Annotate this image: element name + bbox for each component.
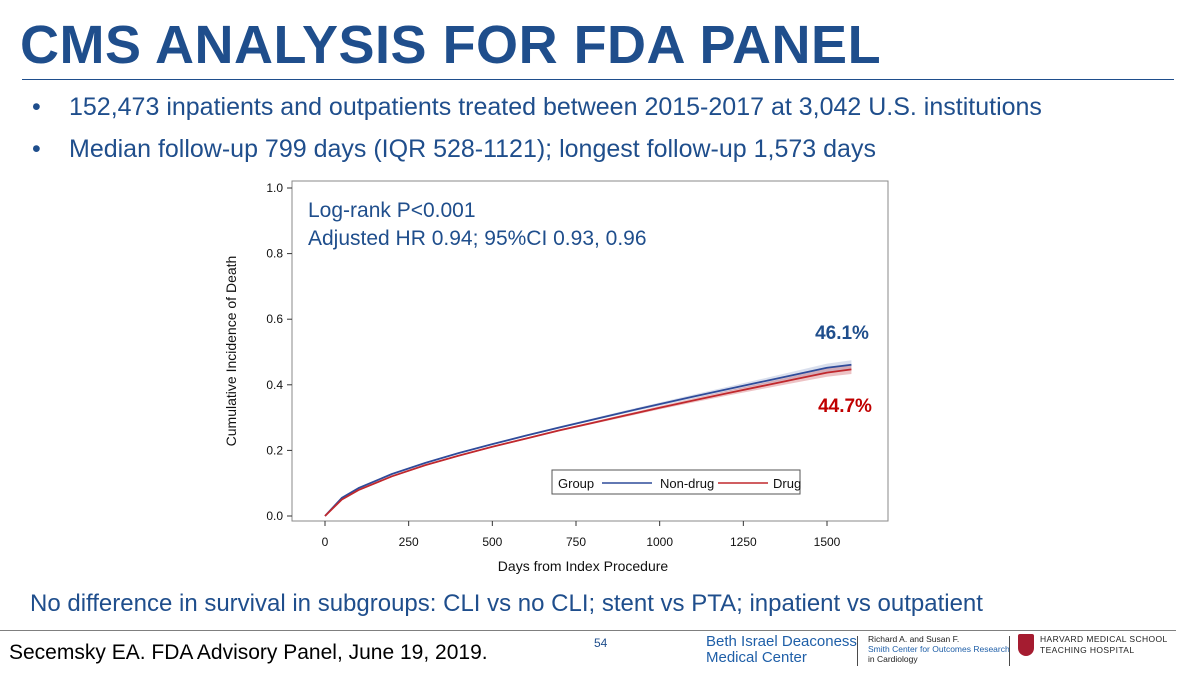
legend: Group Non-drug Drug bbox=[551, 469, 801, 495]
legend-title: Group bbox=[558, 476, 594, 491]
hms-logo-line1: HARVARD MEDICAL SCHOOL bbox=[1040, 634, 1168, 644]
bidmc-logo-line1: Beth Israel Deaconess bbox=[706, 633, 857, 650]
smith-center-logo: Richard A. and Susan F. Smith Center for… bbox=[868, 634, 1010, 664]
annotation-logrank: Log-rank P<0.001 bbox=[308, 199, 476, 222]
footer-divider bbox=[0, 630, 1176, 631]
y-tick-label: 0.6 bbox=[266, 312, 283, 326]
y-tick-label: 0.4 bbox=[266, 378, 283, 392]
bullet-item: • Median follow-up 799 days (IQR 528-1121… bbox=[32, 132, 1042, 174]
smith-logo-line2: Smith Center for Outcomes Research bbox=[868, 644, 1010, 654]
series-line-non-drug bbox=[324, 363, 852, 517]
legend-label-non-drug: Non-drug bbox=[660, 476, 714, 491]
y-axis-label: Cumulative Incidence of Death bbox=[223, 256, 239, 447]
ci-band-non-drug bbox=[325, 360, 852, 516]
smith-logo-line1: Richard A. and Susan F. bbox=[868, 634, 960, 644]
annotation-hazard-ratio: Adjusted HR 0.94; 95%CI 0.93, 0.96 bbox=[308, 227, 647, 250]
hms-logo-line2: TEACHING HOSPITAL bbox=[1040, 645, 1135, 655]
ci-band-drug bbox=[325, 364, 852, 516]
logo-separator bbox=[857, 636, 858, 666]
harvard-logo: HARVARD MEDICAL SCHOOL TEACHING HOSPITAL bbox=[1018, 634, 1168, 656]
y-tick-label: 0.0 bbox=[266, 509, 283, 523]
harvard-shield-icon bbox=[1018, 634, 1034, 656]
x-tick-label: 1000 bbox=[646, 535, 673, 549]
page-number: 54 bbox=[594, 636, 608, 650]
x-tick-label: 750 bbox=[566, 535, 586, 549]
plot-frame bbox=[291, 180, 889, 522]
slide-title: CMS ANALYSIS FOR FDA PANEL bbox=[20, 15, 882, 75]
bullet-list: • 152,473 inpatients and outpatients trea… bbox=[32, 90, 1042, 174]
y-tick-label: 1.0 bbox=[266, 181, 283, 195]
series-line-drug bbox=[324, 368, 852, 517]
bullet-item: • 152,473 inpatients and outpatients trea… bbox=[32, 90, 1042, 132]
y-tick-label: 0.2 bbox=[266, 443, 283, 457]
subgroup-note: No difference in survival in subgroups: … bbox=[30, 590, 983, 617]
legend-label-drug: Drug bbox=[773, 476, 801, 491]
citation: Secemsky EA. FDA Advisory Panel, June 19… bbox=[9, 641, 488, 664]
cumulative-incidence-chart: 0.0 0.2 0.4 0.6 0.8 1.0 0 250 500 750 1000 1250 1500… bbox=[223, 180, 889, 574]
x-tick-label: 1250 bbox=[730, 535, 757, 549]
end-label-drug: 44.7% bbox=[818, 396, 872, 417]
bullet-dot: • bbox=[32, 93, 41, 121]
bullet-text: 152,473 inpatients and outpatients treat… bbox=[69, 93, 1042, 121]
x-tick-label: 0 bbox=[322, 535, 329, 549]
axes: 0.0 0.2 0.4 0.6 0.8 1.0 0 250 500 750 1000 1250 1500 bbox=[266, 181, 840, 549]
title-divider bbox=[22, 79, 1174, 80]
bullet-dot: • bbox=[32, 135, 41, 163]
smith-logo-line3: in Cardiology bbox=[868, 654, 918, 664]
x-tick-label: 500 bbox=[482, 535, 502, 549]
end-label-non-drug: 46.1% bbox=[815, 323, 869, 344]
legend-box bbox=[551, 469, 801, 495]
bullet-text: Median follow-up 799 days (IQR 528-1121)… bbox=[69, 135, 876, 163]
logo-separator bbox=[1009, 636, 1010, 666]
bidmc-logo-line2: Medical Center bbox=[706, 649, 807, 666]
x-tick-label: 1500 bbox=[814, 535, 841, 549]
confidence-bands bbox=[325, 360, 852, 516]
series-lines bbox=[324, 363, 852, 517]
y-tick-label: 0.8 bbox=[266, 247, 283, 261]
bidmc-logo: Beth Israel Deaconess Medical Center bbox=[706, 634, 857, 666]
x-axis-label: Days from Index Procedure bbox=[498, 558, 669, 574]
x-tick-label: 250 bbox=[399, 535, 419, 549]
